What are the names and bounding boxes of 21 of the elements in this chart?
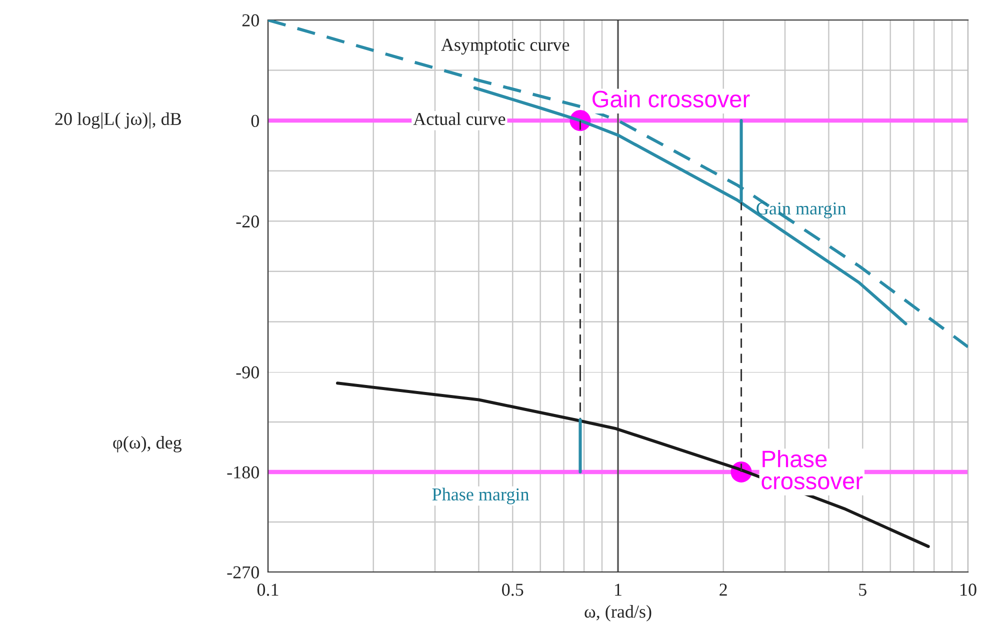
annotation: Gain margin bbox=[756, 202, 846, 218]
x-tick-label: 5 bbox=[859, 584, 866, 596]
x-tick-label: 2 bbox=[720, 584, 727, 596]
annotation: Gain crossover bbox=[592, 90, 750, 108]
x-tick-label: 10 bbox=[960, 584, 976, 596]
x-tick-label: 0.5 bbox=[502, 584, 524, 596]
y-tick-label: -90 bbox=[236, 366, 259, 378]
annotation: Asymptotic curve bbox=[441, 38, 570, 55]
y-axis-title: φ(ω), deg bbox=[113, 436, 182, 452]
x-tick-label: 1 bbox=[615, 584, 622, 596]
annotation: Actual curve bbox=[413, 112, 506, 126]
y-tick-label: -270 bbox=[227, 566, 259, 578]
y-tick-label: -20 bbox=[236, 215, 259, 228]
y-axis-title: 20 log|L( jω)|, dB bbox=[55, 112, 182, 129]
x-axis-title: ω, (rad/s) bbox=[584, 605, 652, 622]
y-tick-label: 20 bbox=[242, 14, 259, 26]
x-tick-label: 0.1 bbox=[257, 584, 278, 596]
annotation: Phase margin bbox=[432, 488, 529, 504]
y-tick-label: 0 bbox=[251, 114, 259, 128]
y-tick-label: -180 bbox=[227, 466, 259, 478]
annotation: Phase crossover bbox=[762, 450, 863, 490]
